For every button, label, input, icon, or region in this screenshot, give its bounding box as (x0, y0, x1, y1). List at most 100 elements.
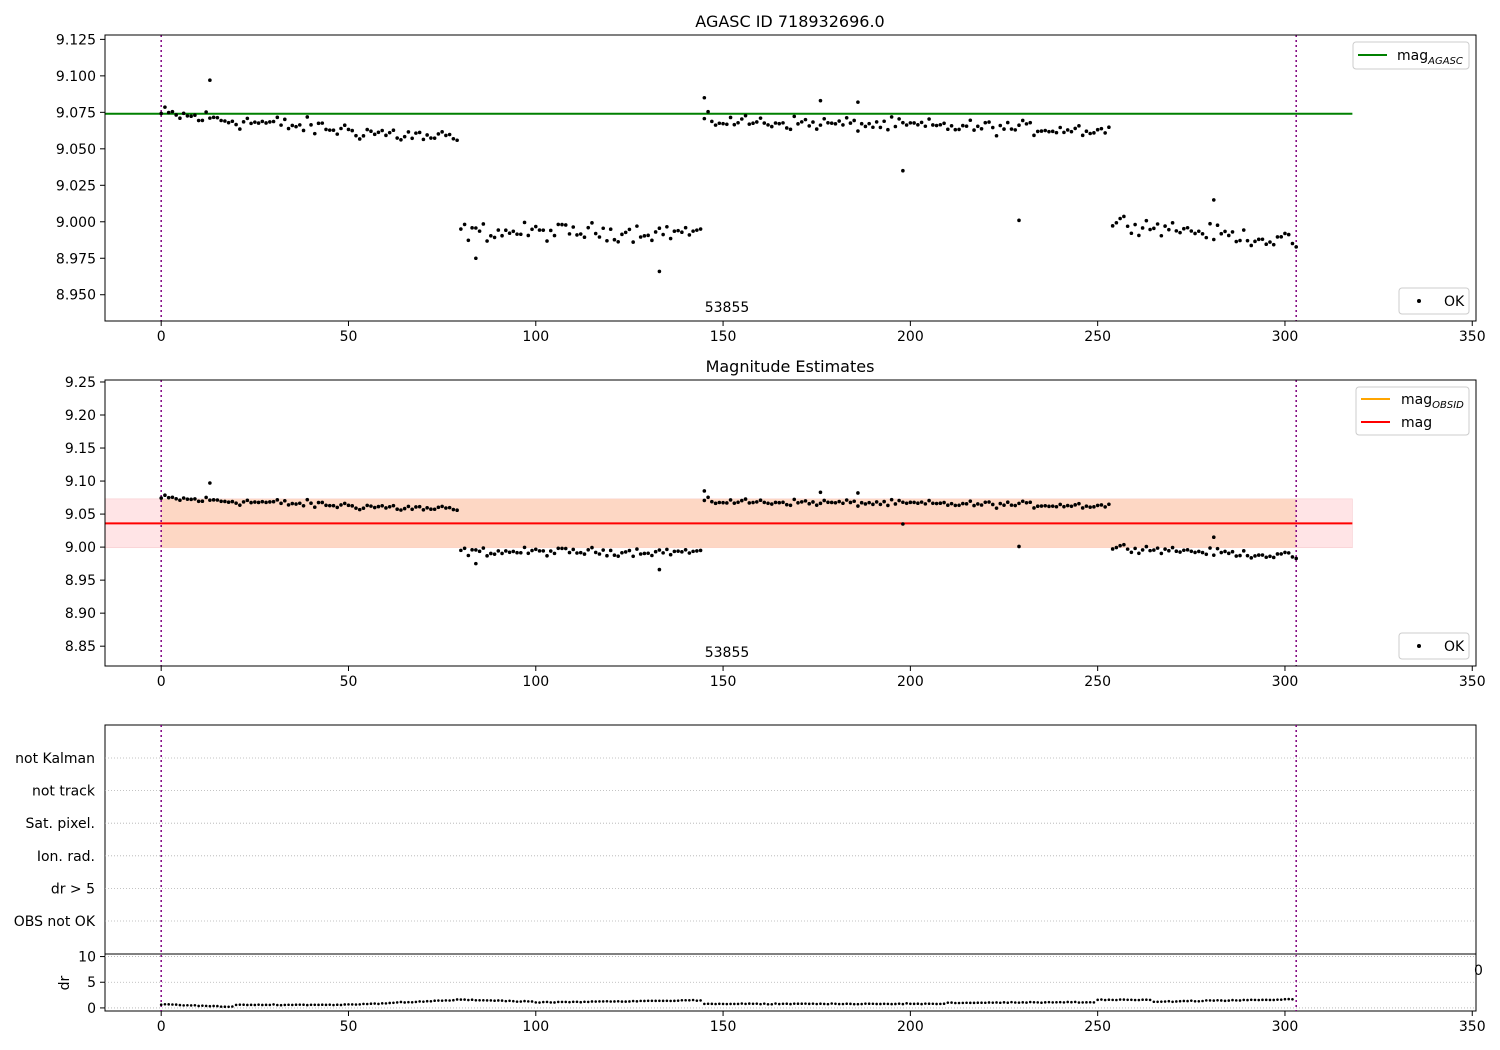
panel2-data-point (889, 497, 894, 502)
panel1-data-point (1219, 231, 1224, 236)
panel2-data-point (859, 500, 864, 505)
panel1-data-point (908, 121, 913, 125)
panel1-data-point (391, 128, 396, 133)
panel2-data-point (417, 504, 422, 509)
panel1-data-point (605, 238, 609, 243)
panel1-data-point (331, 128, 336, 133)
dr-data-point (628, 1000, 631, 1003)
panel2-data-point (814, 503, 819, 507)
panel2-xtick-label: 350 (1459, 674, 1486, 690)
panel1-legend-line: magAGASC (1352, 41, 1470, 70)
dr-data-point (167, 1003, 170, 1006)
panel1-data-point (990, 125, 995, 130)
panel3-xtick-label: 50 (340, 1019, 358, 1035)
panel2-data-point (1211, 553, 1216, 557)
panel1-data-point (916, 123, 920, 127)
dr-data-point (946, 1001, 950, 1004)
panel1-data-point (1125, 224, 1130, 229)
panel2-data-point (402, 506, 407, 511)
dr-data-point (272, 1003, 275, 1006)
panel1-data-point (844, 115, 849, 120)
panel1-data-point (968, 118, 973, 123)
panel2-data-point (518, 550, 523, 555)
panel1-data-point (856, 129, 860, 133)
panel1-data-point (1054, 130, 1059, 135)
dr-data-point (976, 1001, 980, 1004)
dr-data-point (1006, 1001, 1010, 1004)
panel2-data-point (575, 551, 579, 555)
dr-data-point (485, 999, 489, 1002)
panel2-data-point (608, 548, 613, 553)
panel1-data-point (1238, 238, 1242, 243)
panel3-xtick-label: 350 (1459, 1019, 1486, 1035)
dr-data-point (931, 1002, 935, 1006)
panel2-data-point (533, 547, 538, 552)
panel1-data-point (1200, 232, 1205, 236)
panel1-data-point (335, 132, 340, 136)
dr-data-point (545, 1000, 549, 1004)
panel1-data-point (357, 137, 362, 141)
panel2-xtick-label: 0 (157, 674, 166, 690)
panel1-data-point (1211, 237, 1216, 242)
panel1-data-point (466, 238, 471, 243)
panel2-data-point (1114, 545, 1119, 550)
dr-data-point (1096, 998, 1099, 1002)
dr-data-point (470, 998, 474, 1002)
panel1-data-point (743, 113, 748, 118)
dr-data-point (714, 1002, 717, 1006)
dr-data-point (1204, 999, 1208, 1002)
panel1-data-point (1073, 126, 1077, 131)
panel1-data-point (560, 222, 564, 227)
panel2-data-point (799, 500, 804, 504)
flag-label: Ion. rad. (37, 849, 95, 865)
panel1-data-point (174, 113, 178, 117)
panel2-data-point (211, 498, 216, 502)
dr-data-point (482, 998, 485, 1002)
panel1-data-point (781, 121, 785, 125)
panel1-data-point (635, 224, 639, 228)
panel2-data-point (215, 498, 220, 502)
panel2-data-point (552, 551, 557, 556)
dr-data-point (279, 1003, 283, 1007)
panel2-data-point (829, 500, 834, 505)
panel1-data-point (533, 224, 538, 229)
panel1-data-point (721, 121, 725, 126)
panel2-data-point (1253, 554, 1257, 558)
panel2-data-point (754, 500, 759, 504)
panel2-data-point (1054, 504, 1059, 509)
panel2-data-point (668, 552, 673, 557)
flag-label: not track (32, 784, 96, 800)
panel2-data-point (279, 501, 283, 506)
panel2-data-point (560, 546, 564, 551)
dr-data-point (1212, 999, 1216, 1002)
panel2-data-point (683, 547, 688, 552)
panel1-data-point (728, 115, 733, 120)
dr-data-point (268, 1003, 272, 1007)
dr-data-point (1160, 1000, 1163, 1003)
panel2-data-point (740, 498, 744, 503)
panel2-data-point (223, 499, 227, 504)
panel1-data-point (185, 114, 190, 118)
panel1-data-point (485, 239, 489, 243)
panel1-data-point (249, 121, 253, 126)
panel2-data-point (447, 505, 452, 510)
panel2-data-point (1275, 552, 1280, 556)
panel1-data-point (1065, 128, 1070, 132)
panel2-legend-obsid-main: mag (1401, 392, 1432, 408)
panel2-data-point (691, 549, 695, 554)
panel2-data-point (1219, 550, 1224, 555)
panel2-data-point (170, 495, 175, 500)
panel1-data-point (1047, 129, 1051, 134)
dr-data-point (395, 1001, 399, 1004)
dr-data-point (440, 999, 444, 1002)
panel2-data-point (309, 501, 313, 506)
panel2-data-point (1110, 547, 1115, 551)
panel1-data-point (826, 121, 830, 125)
panel2-data-point (350, 504, 355, 508)
panel2-data-point (856, 504, 860, 508)
panel2-data-point (728, 498, 733, 502)
panel2-data-point (961, 501, 965, 506)
panel2-data-point (264, 500, 268, 505)
dr-data-point (467, 998, 470, 1002)
panel2-data-point (631, 554, 635, 559)
